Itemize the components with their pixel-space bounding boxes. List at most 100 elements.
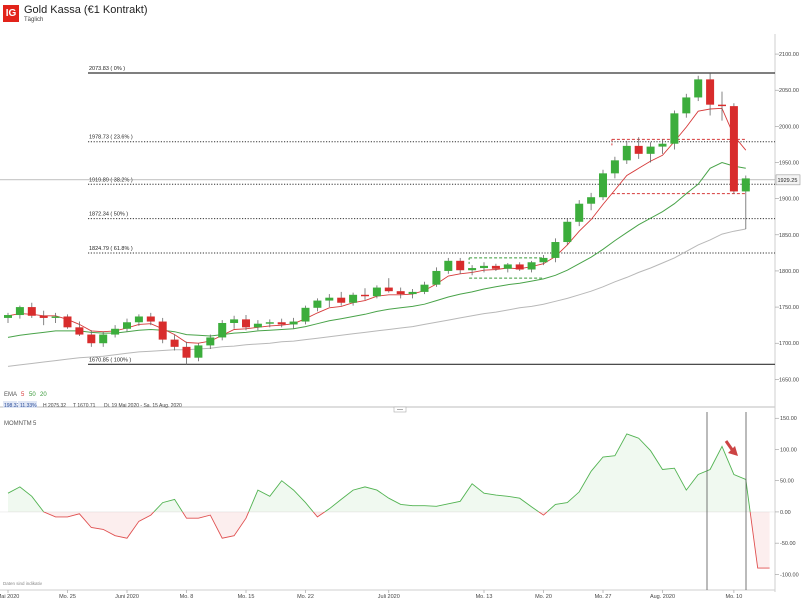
candle[interactable] bbox=[718, 91, 726, 121]
time-tick-label: Mai 2020 bbox=[0, 594, 19, 600]
candle[interactable] bbox=[134, 314, 143, 326]
candle-body bbox=[729, 106, 738, 192]
candle[interactable] bbox=[170, 334, 179, 351]
candle-body bbox=[599, 173, 607, 198]
candle-body bbox=[242, 319, 250, 328]
candle-body bbox=[551, 242, 560, 258]
candle[interactable] bbox=[408, 289, 417, 299]
candle[interactable] bbox=[218, 320, 227, 341]
candle[interactable] bbox=[575, 200, 584, 227]
candle[interactable] bbox=[51, 312, 60, 323]
candle[interactable] bbox=[539, 255, 548, 266]
candle[interactable] bbox=[313, 298, 322, 312]
candle[interactable] bbox=[15, 305, 24, 319]
candle-body bbox=[15, 307, 24, 316]
candle-body bbox=[289, 321, 298, 325]
candle-body bbox=[87, 334, 96, 344]
candle[interactable] bbox=[599, 169, 607, 201]
candle[interactable] bbox=[253, 320, 262, 331]
momentum-tick-label: 50.00 bbox=[780, 479, 794, 485]
candle[interactable] bbox=[503, 262, 512, 273]
candle[interactable] bbox=[277, 318, 286, 328]
candle[interactable] bbox=[372, 285, 381, 299]
momentum-area-positive bbox=[8, 433, 751, 512]
momentum-legend: MOMNTM 5 bbox=[4, 421, 37, 427]
candle-body bbox=[491, 265, 500, 269]
candle[interactable] bbox=[265, 319, 274, 328]
candle[interactable] bbox=[563, 218, 572, 245]
candle[interactable] bbox=[587, 192, 596, 211]
candle[interactable] bbox=[658, 139, 667, 154]
fib-level-label: 1670.85 ( 100% ) bbox=[89, 357, 131, 363]
candle[interactable] bbox=[4, 312, 12, 323]
candle-body bbox=[468, 268, 477, 271]
candle[interactable] bbox=[468, 265, 477, 276]
candle[interactable] bbox=[75, 321, 84, 336]
candle[interactable] bbox=[384, 278, 393, 293]
candle[interactable] bbox=[610, 156, 619, 179]
candle[interactable] bbox=[325, 294, 334, 308]
candle[interactable] bbox=[230, 315, 239, 329]
candle[interactable] bbox=[432, 267, 441, 287]
candle[interactable] bbox=[111, 325, 120, 338]
candle[interactable] bbox=[182, 341, 191, 365]
candle[interactable] bbox=[634, 137, 643, 159]
candle[interactable] bbox=[396, 287, 405, 299]
candle[interactable] bbox=[515, 262, 524, 271]
momentum-tick-label: -100.00 bbox=[780, 572, 799, 578]
time-tick-label: Mo. 27 bbox=[595, 594, 612, 600]
candle[interactable] bbox=[491, 263, 500, 271]
candle[interactable] bbox=[99, 331, 108, 347]
candle[interactable] bbox=[146, 312, 155, 326]
time-tick-label: Mo. 22 bbox=[297, 594, 314, 600]
ohlc-badge-percent bbox=[18, 401, 37, 408]
candle[interactable] bbox=[551, 238, 560, 263]
momentum-tick-label: 150.00 bbox=[780, 416, 797, 422]
candle[interactable] bbox=[194, 343, 203, 362]
candle[interactable] bbox=[456, 257, 465, 274]
candle[interactable] bbox=[646, 142, 655, 163]
price-tick-label: 1700.00 bbox=[779, 341, 799, 347]
candle[interactable] bbox=[337, 291, 346, 306]
candle[interactable] bbox=[87, 330, 96, 347]
candle-body bbox=[313, 300, 322, 308]
candle[interactable] bbox=[289, 317, 298, 329]
candle[interactable] bbox=[39, 310, 48, 326]
candle[interactable] bbox=[27, 302, 36, 318]
candle[interactable] bbox=[706, 73, 715, 116]
ema-legend: EMA 5 50 20 198.32 11.33% H 2075.32 T 16… bbox=[3, 392, 182, 409]
candle[interactable] bbox=[420, 281, 429, 295]
ohlc-badge bbox=[3, 401, 17, 408]
candle[interactable] bbox=[527, 260, 536, 273]
candle[interactable] bbox=[480, 262, 488, 273]
candle[interactable] bbox=[242, 315, 250, 331]
candle[interactable] bbox=[158, 317, 167, 344]
momentum-tick-label: 100.00 bbox=[780, 447, 797, 453]
candle[interactable] bbox=[741, 175, 750, 230]
candle[interactable] bbox=[670, 110, 679, 150]
range-boxes bbox=[468, 138, 746, 279]
candle-body bbox=[527, 262, 536, 270]
candle[interactable] bbox=[123, 318, 131, 332]
ig-logo: IG bbox=[3, 5, 19, 22]
candle-body bbox=[539, 257, 548, 263]
candle[interactable] bbox=[729, 103, 738, 194]
panel-resize-handle[interactable] bbox=[393, 406, 407, 413]
candle[interactable] bbox=[63, 314, 72, 329]
last-price-marker: 1929.25 bbox=[775, 174, 801, 186]
candle[interactable] bbox=[361, 288, 369, 300]
candle[interactable] bbox=[444, 257, 453, 274]
candle-body bbox=[420, 284, 429, 292]
ohlc-change-percent: 11.33% bbox=[20, 403, 37, 409]
candle-body bbox=[563, 221, 572, 243]
fib-level-label: 1824.79 ( 61.8% ) bbox=[89, 246, 133, 252]
candle[interactable] bbox=[622, 140, 631, 164]
candle[interactable] bbox=[682, 93, 691, 118]
candle[interactable] bbox=[349, 292, 358, 306]
candle-body bbox=[218, 322, 227, 338]
time-tick-label: Aug. 2020 bbox=[650, 594, 675, 600]
candle[interactable] bbox=[301, 305, 310, 325]
candle[interactable] bbox=[694, 75, 703, 102]
candle[interactable] bbox=[206, 334, 215, 350]
